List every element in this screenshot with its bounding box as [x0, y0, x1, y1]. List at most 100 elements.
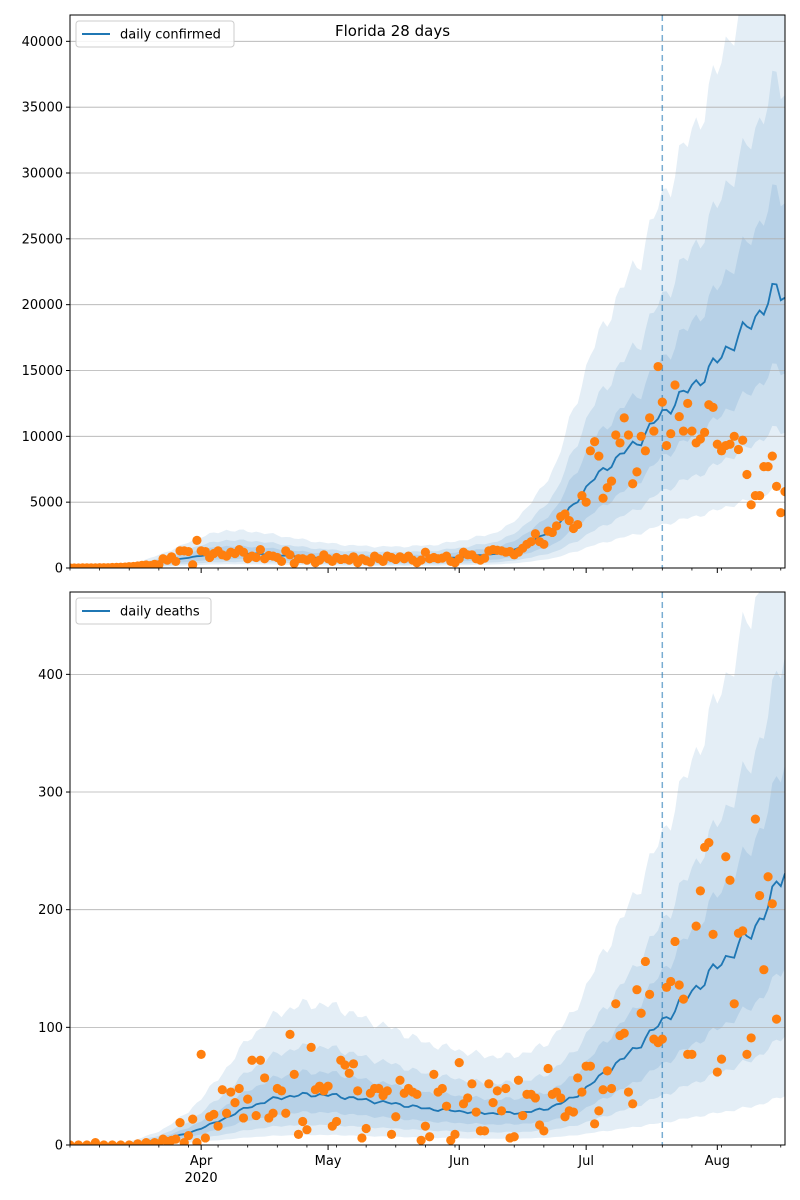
- observed-point: [725, 875, 735, 885]
- observed-point: [763, 462, 773, 472]
- observed-point: [255, 1055, 265, 1065]
- observed-point: [776, 508, 785, 518]
- observed-point: [687, 426, 697, 436]
- y-tick-label: 0: [55, 562, 63, 577]
- deaths-uncertainty-bands: [70, 592, 785, 1145]
- observed-point: [391, 1112, 401, 1122]
- observed-point: [518, 1110, 528, 1121]
- observed-point: [585, 446, 595, 456]
- observed-point: [590, 437, 600, 447]
- observed-point: [755, 890, 765, 901]
- observed-point: [611, 999, 621, 1009]
- observed-point: [674, 980, 684, 990]
- observed-point: [623, 430, 634, 440]
- observed-point: [437, 1083, 447, 1094]
- observed-point: [602, 483, 612, 493]
- observed-point: [348, 1059, 359, 1069]
- observed-point: [780, 487, 785, 497]
- observed-point: [361, 1123, 371, 1134]
- observed-point: [628, 479, 638, 489]
- observed-point: [255, 544, 265, 555]
- y-tick-label: 35000: [22, 101, 63, 116]
- observed-point: [708, 929, 718, 939]
- uncertainty-band-2: [70, 656, 785, 1145]
- observed-point: [285, 550, 295, 560]
- observed-point: [577, 1087, 587, 1097]
- observed-point: [230, 1098, 240, 1108]
- deaths-x-axis: Apr May Jun Jul Aug: [69, 1145, 782, 1169]
- observed-point: [712, 439, 722, 449]
- y-tick-label: 15000: [22, 364, 63, 379]
- observed-point: [721, 852, 731, 862]
- observed-point: [712, 1067, 722, 1077]
- observed-point: [771, 481, 782, 491]
- observed-point: [306, 1042, 316, 1052]
- observed-point: [179, 1138, 189, 1145]
- confirmed-observed-points: [70, 361, 785, 568]
- observed-point: [666, 429, 676, 439]
- observed-point: [598, 1085, 608, 1095]
- uncertainty-band-1: [70, 184, 785, 568]
- observed-point: [547, 527, 557, 538]
- observed-point: [636, 431, 646, 441]
- observed-point: [767, 451, 777, 461]
- observed-point: [82, 1140, 92, 1145]
- observed-point: [657, 1034, 667, 1044]
- observed-point: [636, 1008, 646, 1018]
- observed-point: [425, 1132, 435, 1142]
- observed-point: [501, 1083, 511, 1094]
- observed-point: [619, 1028, 629, 1038]
- observed-point: [234, 1083, 244, 1094]
- observed-point: [666, 976, 676, 987]
- x-tick-label: Aug: [705, 1154, 730, 1169]
- confirmed-uncertainty-bands: [70, 15, 785, 568]
- observed-point: [738, 926, 748, 936]
- y-tick-label: 400: [38, 668, 63, 683]
- observed-point: [70, 1140, 75, 1145]
- x-tick-label: Jun: [448, 1154, 469, 1169]
- observed-point: [73, 1140, 84, 1145]
- observed-point: [374, 1083, 384, 1094]
- observed-point: [183, 546, 194, 557]
- confirmed-panel: 0 5000 10000 15000 20000 25000 30000 35000 40000…: [22, 14, 786, 577]
- y-tick-label: 0: [55, 1139, 63, 1154]
- x-tick-label: May: [315, 1154, 342, 1169]
- observed-point: [416, 555, 426, 565]
- observed-point: [353, 1086, 363, 1096]
- observed-point: [289, 1069, 299, 1080]
- observed-point: [513, 1075, 524, 1085]
- observed-point: [725, 439, 735, 449]
- observed-point: [645, 413, 655, 423]
- observed-point: [90, 1138, 100, 1145]
- observed-point: [568, 1107, 579, 1117]
- deaths-gridlines: [70, 673, 785, 1028]
- legend-box: [75, 20, 235, 48]
- observed-point: [746, 1033, 756, 1043]
- observed-point: [276, 556, 287, 567]
- observed-point: [496, 1106, 507, 1116]
- observed-point: [560, 509, 570, 519]
- observed-point: [729, 999, 739, 1009]
- observed-point: [450, 1129, 460, 1140]
- observed-point: [530, 1093, 540, 1103]
- observed-point: [357, 1133, 367, 1143]
- observed-point: [276, 1086, 287, 1096]
- observed-point: [738, 435, 748, 445]
- observed-point: [480, 1126, 490, 1136]
- observed-point: [602, 1066, 612, 1076]
- observed-point: [746, 500, 756, 510]
- observed-point: [429, 1069, 439, 1080]
- deaths-y-axis: 0 100 200 300 400: [38, 668, 70, 1154]
- observed-point: [708, 402, 718, 412]
- observed-point: [344, 1068, 354, 1078]
- observed-point: [670, 936, 680, 947]
- observed-point: [340, 1060, 350, 1070]
- observed-point: [733, 444, 744, 455]
- observed-point: [99, 1140, 109, 1145]
- observed-point: [395, 1075, 405, 1085]
- observed-point: [293, 1129, 304, 1140]
- y-tick-label: 300: [38, 786, 63, 801]
- observed-point: [632, 985, 642, 995]
- deaths-panel: 0 100 200 300 400 Apr May Jun Jul Aug daily deat…: [38, 591, 786, 1186]
- observed-point: [526, 537, 536, 547]
